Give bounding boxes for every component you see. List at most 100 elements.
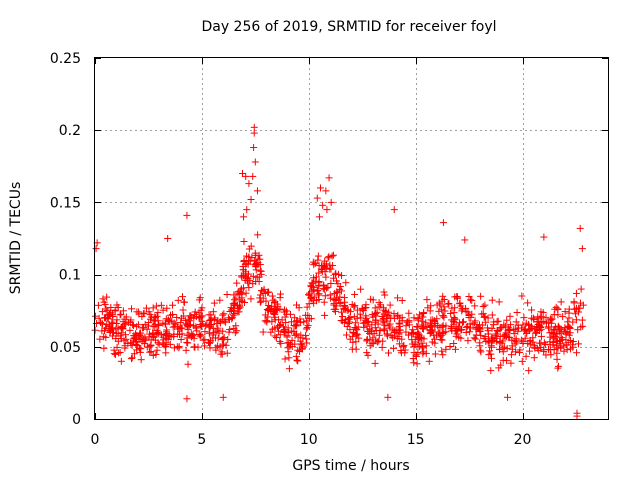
data-point [540, 346, 548, 354]
data-point [414, 316, 422, 324]
data-point [450, 314, 458, 322]
data-point [149, 304, 157, 312]
data-point [255, 251, 263, 259]
data-point [117, 357, 125, 365]
data-point [437, 332, 445, 340]
data-point [242, 172, 250, 180]
data-point [462, 328, 470, 336]
data-point [220, 333, 228, 341]
data-point [259, 328, 267, 336]
data-point [529, 338, 537, 346]
data-point [554, 322, 562, 330]
data-point [245, 245, 253, 253]
data-point [237, 272, 245, 280]
data-point [405, 321, 413, 329]
data-point [121, 344, 129, 352]
data-point [102, 324, 110, 332]
data-point [363, 317, 371, 325]
data-point [253, 273, 261, 281]
data-point [116, 348, 124, 356]
data-point [151, 314, 159, 322]
data-point [380, 288, 388, 296]
data-point [212, 346, 220, 354]
data-point [295, 346, 303, 354]
data-point [136, 331, 144, 339]
data-point [213, 320, 221, 328]
data-point [112, 330, 120, 338]
data-point [219, 311, 227, 319]
data-point [182, 317, 190, 325]
data-point [302, 311, 310, 319]
data-point [214, 324, 222, 332]
data-point [128, 354, 136, 362]
data-point [367, 295, 375, 303]
data-point [245, 253, 253, 261]
data-point [130, 350, 138, 358]
data-point [271, 299, 279, 307]
data-point [292, 352, 300, 360]
data-point [253, 187, 261, 195]
data-point [326, 265, 334, 273]
data-point [320, 298, 328, 306]
data-point [95, 314, 103, 322]
data-point [410, 359, 418, 367]
data-point [578, 316, 586, 324]
data-point [559, 313, 567, 321]
data-point [400, 341, 408, 349]
data-point [155, 340, 163, 348]
data-point [239, 262, 247, 270]
data-point [345, 318, 353, 326]
data-point [173, 343, 181, 351]
data-point [154, 308, 162, 316]
data-point [119, 325, 127, 333]
data-point [561, 324, 569, 332]
data-point [231, 310, 239, 318]
data-point [338, 272, 346, 280]
data-point [431, 317, 439, 325]
data-point [315, 290, 323, 298]
data-point [548, 315, 556, 323]
data-point [225, 328, 233, 336]
data-point [485, 339, 493, 347]
data-point [261, 311, 269, 319]
data-point [216, 296, 224, 304]
data-point [228, 314, 236, 322]
data-point [210, 299, 218, 307]
data-point [451, 293, 459, 301]
data-point [503, 344, 511, 352]
data-point [485, 351, 493, 359]
data-point [133, 346, 141, 354]
data-point [573, 349, 581, 357]
data-point [314, 291, 322, 299]
data-point [279, 323, 287, 331]
data-point [478, 310, 486, 318]
data-point [243, 260, 251, 268]
data-point [262, 297, 270, 305]
data-point [346, 326, 354, 334]
data-point [195, 309, 203, 317]
data-point [482, 318, 490, 326]
data-point [151, 320, 159, 328]
data-point [576, 304, 584, 312]
data-point [386, 324, 394, 332]
data-point [398, 314, 406, 322]
data-point [415, 331, 423, 339]
data-point [128, 305, 136, 313]
data-point [563, 328, 571, 336]
data-point [296, 315, 304, 323]
data-point [517, 324, 525, 332]
data-point [431, 320, 439, 328]
tick-labels-layer: 0 5 10 15 20 0 0.05 0.1 0.15 0.2 0.25 [50, 51, 532, 448]
data-point [191, 343, 199, 351]
data-point [276, 331, 284, 339]
data-point [381, 326, 389, 334]
data-point [317, 265, 325, 273]
data-point [329, 251, 337, 259]
data-point [553, 342, 561, 350]
data-point [510, 325, 518, 333]
data-point [550, 346, 558, 354]
data-point [119, 307, 127, 315]
data-point [391, 314, 399, 322]
data-point [91, 326, 99, 334]
